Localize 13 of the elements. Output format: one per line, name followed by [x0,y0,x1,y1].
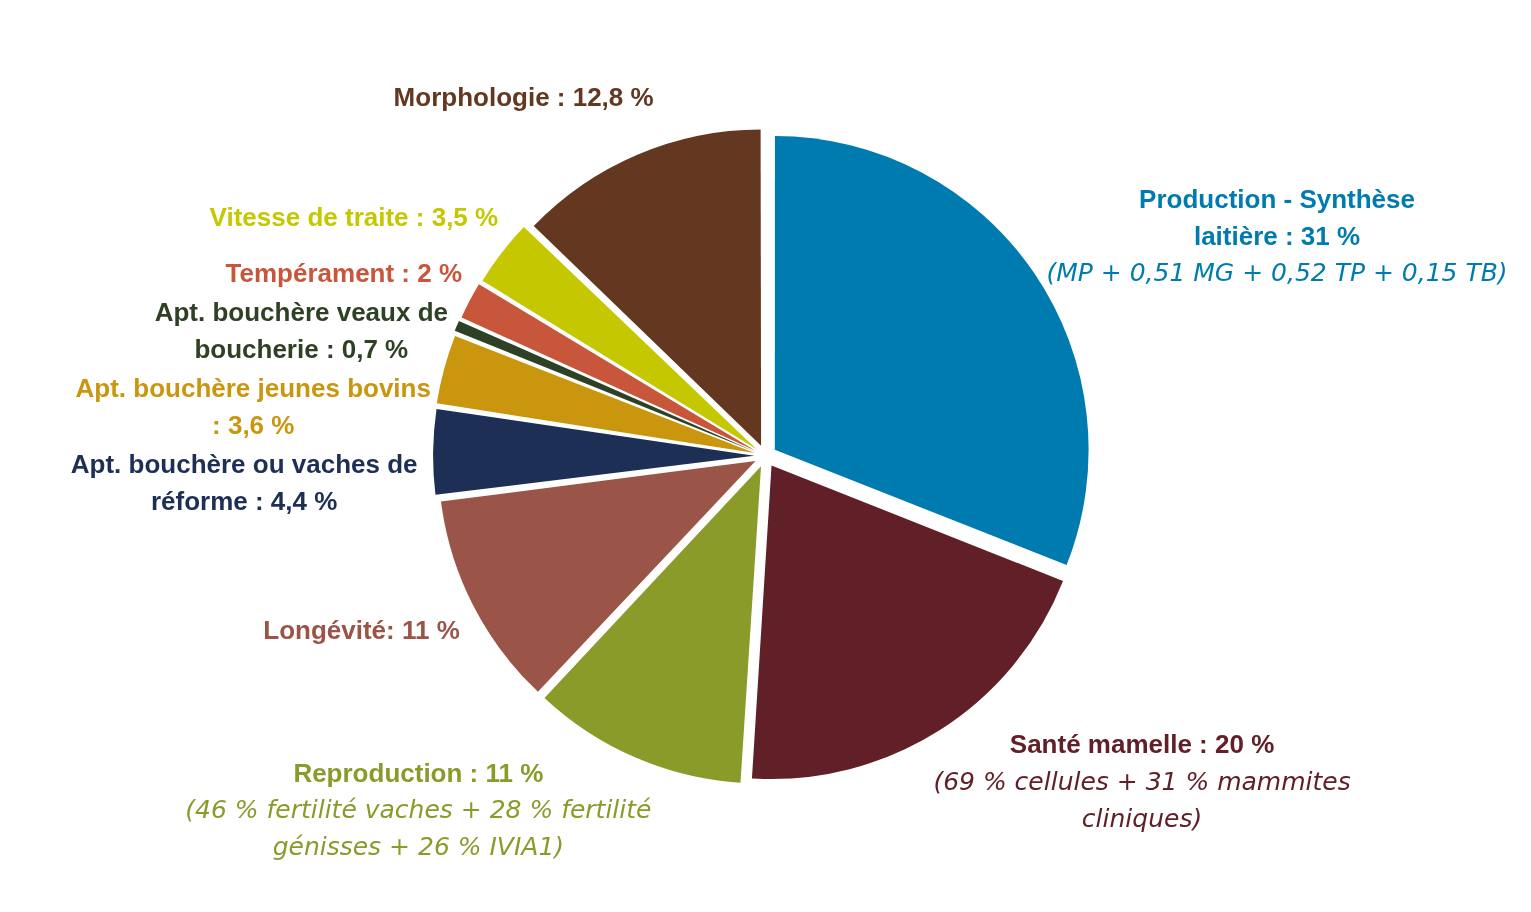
text: (MP + 0,51 MG + 0,52 TP + 0,15 TB) [1046,257,1508,287]
slice-label: Tempérament : 2 % [225,258,463,289]
text: (46 % fertilité vaches + 28 % fertilité génisses + 26 % IVIA1) [185,795,652,862]
slice-label: Apt. bouchère veaux de boucherie : 0,7 % [154,297,448,365]
slice-label: Production - Synthèse laitière : 31 % [1139,183,1415,251]
text: (69 % cellules + 31 % mammites cliniques) [933,766,1351,833]
slice-label: Apt. bouchère jeunes bovins : 3,6 % [75,373,431,441]
slice-label: Longévité: 11 % [263,614,460,645]
slice-label: Morphologie : 12,8 % [393,81,654,112]
slice-label: Apt. bouchère ou vaches de réforme : 4,4 % [70,449,418,517]
slice-label: Santé mamelle : 20 % [1009,729,1275,760]
slice-label: Vitesse de traite : 3,5 % [209,201,499,232]
slice-label: Reproduction : 11 % [293,757,544,788]
